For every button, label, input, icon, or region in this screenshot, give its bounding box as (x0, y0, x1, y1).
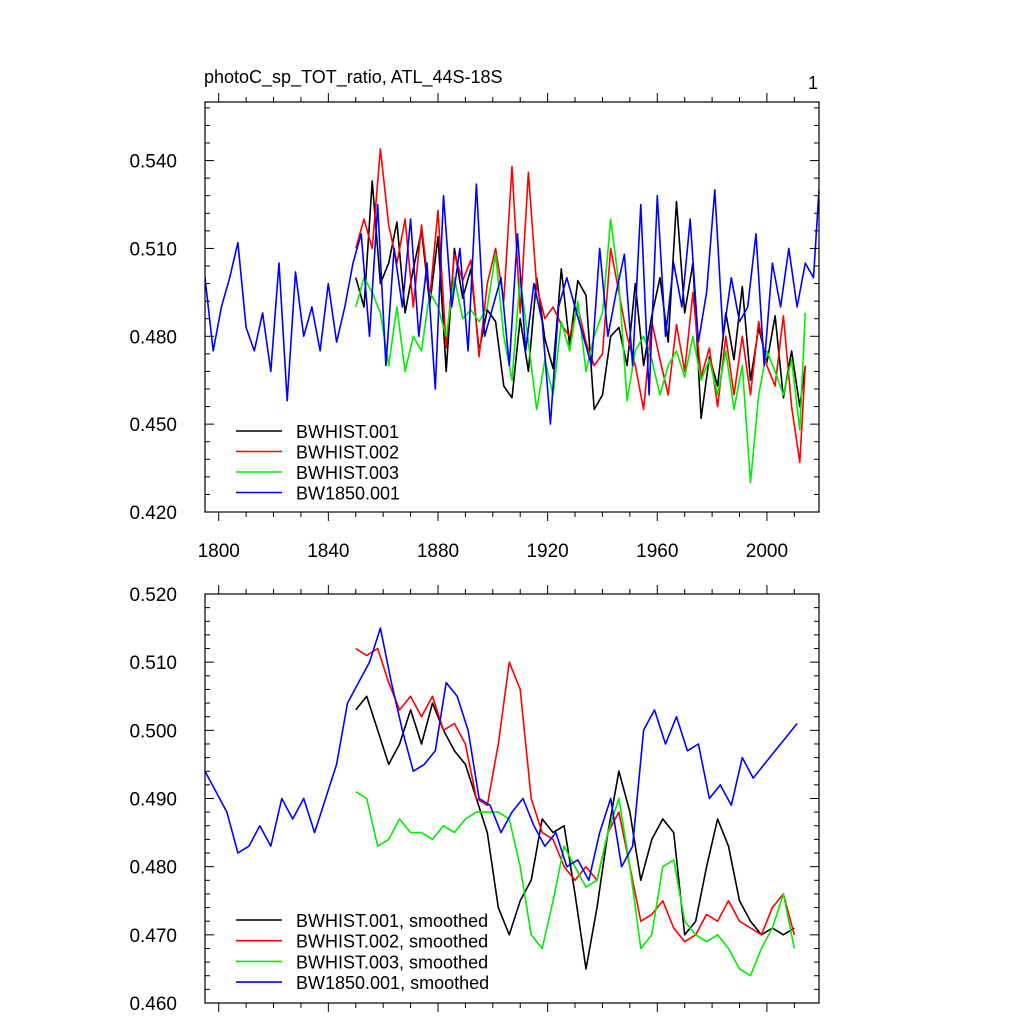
top-x-tick-label: 1960 (636, 541, 678, 562)
bottom-y-tick-label: 0.510 (129, 653, 177, 674)
bottom-panel: 0.460 0.470 0.480 0.490 0.500 0.510 0.520 BWHIS… (129, 585, 820, 1015)
panel-number: 1 (808, 73, 818, 93)
bottom-y-tick-label: 0.520 (129, 585, 177, 606)
top-series-line-1 (355, 180, 807, 420)
top-series-line-3 (355, 218, 807, 484)
top-panel: 0.420 0.450 0.480 0.510 0.540 1800 1840 1880 192… (129, 93, 820, 562)
top-legend-label: BW1850.001 (296, 484, 400, 504)
top-x-tick-label: 1840 (307, 541, 349, 562)
top-legend-label: BWHIST.001 (296, 422, 399, 442)
bottom-series-group (205, 627, 798, 977)
top-y-tick-label: 0.450 (129, 415, 177, 436)
top-y-tick-label: 0.480 (129, 327, 177, 348)
top-series-line-4 (205, 183, 819, 425)
top-x-tick-label: 1880 (417, 541, 459, 562)
bottom-y-tick-label: 0.500 (129, 721, 177, 742)
chart-title: photoC_sp_TOT_ratio, ATL_44S-18S (204, 67, 503, 88)
top-y-tick-label: 0.540 (129, 152, 177, 173)
bottom-series-line-2 (355, 647, 796, 943)
bottom-y-tick-label: 0.470 (129, 926, 177, 947)
bottom-series-line-1 (355, 695, 795, 970)
top-legend-label: BWHIST.003 (296, 463, 399, 483)
bottom-series-line-4 (205, 627, 798, 882)
top-y-tick-label: 0.510 (129, 239, 177, 260)
top-series-group (205, 148, 819, 484)
top-y-tick-label: 0.420 (129, 503, 177, 524)
top-x-tick-label: 1920 (526, 541, 568, 562)
bottom-legend-label: BWHIST.002, smoothed (296, 932, 488, 952)
bottom-y-tick-label: 0.490 (129, 790, 177, 811)
bottom-legend-label: BWHIST.003, smoothed (296, 952, 488, 972)
top-plot-frame (204, 101, 820, 513)
bottom-legend-label: BW1850.001, smoothed (296, 973, 489, 993)
top-x-tick-label: 2000 (746, 541, 788, 562)
bottom-y-tick-label: 0.460 (129, 994, 177, 1015)
bottom-series-line-3 (355, 791, 796, 977)
top-x-tick-label: 1800 (198, 541, 240, 562)
top-series-line-2 (355, 148, 807, 464)
bottom-legend-label: BWHIST.001, smoothed (296, 911, 488, 931)
bottom-y-tick-label: 0.480 (129, 858, 177, 879)
top-legend-label: BWHIST.002 (296, 443, 399, 463)
